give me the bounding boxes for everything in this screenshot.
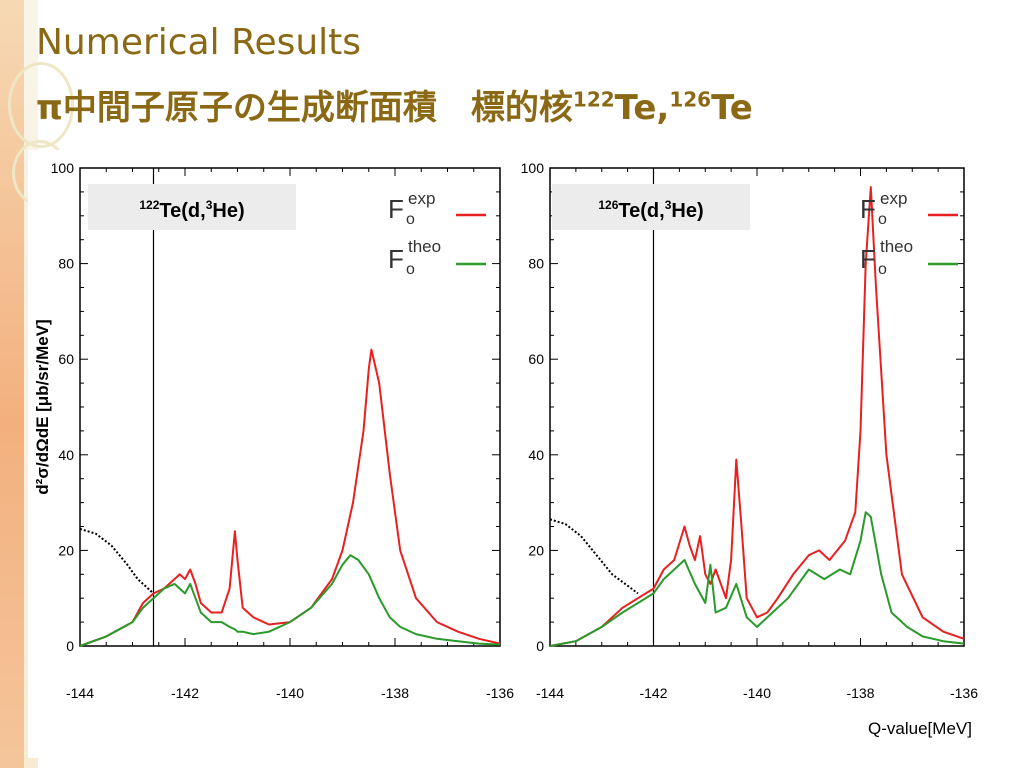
panel-label-main: Te(d, bbox=[159, 200, 205, 222]
subtitle-te-1: Te, bbox=[614, 88, 670, 128]
subtitle-text: π中間子原子の生成断面積 標的核 bbox=[36, 88, 573, 128]
panel-label-mass: 126 bbox=[598, 198, 618, 212]
x-tick-label: -138 bbox=[846, 685, 874, 701]
series-line-exp bbox=[79, 348, 501, 647]
x-tick-label: -140 bbox=[276, 685, 304, 701]
y-tick-label: 40 bbox=[58, 447, 74, 463]
legend-theo-sup: theo bbox=[880, 237, 913, 256]
panel-label-main: Te(d, bbox=[618, 200, 664, 222]
y-tick-label: 40 bbox=[528, 447, 544, 463]
y-tick-label: 60 bbox=[528, 351, 544, 367]
panel-label-he-mass: 3 bbox=[665, 198, 672, 212]
x-tick-label: -136 bbox=[486, 685, 514, 701]
x-tick-label: -136 bbox=[950, 685, 978, 701]
y-axis-label: d²σ/dΩdE [μb/sr/MeV] bbox=[33, 319, 52, 494]
panel-label-box bbox=[552, 184, 750, 230]
series-line-dotted bbox=[549, 518, 639, 595]
panel-label: 126Te(d,3He) bbox=[598, 198, 703, 222]
panel-label-he: He) bbox=[212, 200, 244, 222]
y-tick-label: 100 bbox=[521, 160, 545, 176]
y-tick-label: 20 bbox=[58, 542, 74, 558]
legend-exp-sub: o bbox=[406, 211, 415, 228]
y-tick-label: 80 bbox=[528, 256, 544, 272]
series-line-theo bbox=[549, 511, 965, 647]
chart-panel-122: -144 -142 -140 -138 -136 0 20 40 60 80 100 d²σ/dΩdE… bbox=[28, 150, 514, 758]
chart-126te: -144 -142 -140 -138 -136 0 20 40 60 80 100 Q-value[… bbox=[521, 160, 979, 738]
y-tick-label: 100 bbox=[51, 160, 75, 176]
legend-exp-sup: exp bbox=[408, 189, 435, 208]
legend-exp-f: F bbox=[860, 194, 876, 224]
y-tick-label: 80 bbox=[58, 256, 74, 272]
legend-exp-sub: o bbox=[878, 211, 887, 228]
x-axis-label: Q-value[MeV] bbox=[868, 719, 972, 738]
legend-theo-sub: o bbox=[878, 261, 887, 278]
legend-theo-sup: theo bbox=[408, 237, 441, 256]
panel-label-he-mass: 3 bbox=[206, 198, 213, 212]
subtitle-te-2: Te bbox=[711, 88, 753, 128]
legend-theo-f: F bbox=[860, 244, 876, 274]
panel-label-he: He) bbox=[671, 200, 703, 222]
x-tick-label: -142 bbox=[639, 685, 667, 701]
chart-122te: -144 -142 -140 -138 -136 0 20 40 60 80 100 d²σ/dΩdE… bbox=[33, 160, 514, 701]
panel-label: 122Te(d,3He) bbox=[139, 198, 244, 222]
y-tick-label: 0 bbox=[66, 638, 74, 654]
series-line-dotted bbox=[79, 527, 155, 595]
slide-title: Numerical Results bbox=[36, 22, 362, 63]
panel-label-box bbox=[88, 184, 296, 230]
legend-exp-sup: exp bbox=[880, 189, 907, 208]
series-line-theo bbox=[79, 554, 501, 647]
subtitle-mass-122: 122 bbox=[572, 87, 615, 112]
x-tick-label: -140 bbox=[743, 685, 771, 701]
legend-theo-f: F bbox=[388, 244, 404, 274]
chart-panel-126: -144 -142 -140 -138 -136 0 20 40 60 80 100 Q-value[… bbox=[518, 150, 986, 758]
legend-exp-f: F bbox=[388, 194, 404, 224]
x-tick-label: -142 bbox=[171, 685, 199, 701]
x-tick-label: -144 bbox=[536, 685, 564, 701]
slide-subtitle: π中間子原子の生成断面積 標的核122Te,126Te bbox=[36, 80, 753, 129]
y-tick-label: 0 bbox=[536, 638, 544, 654]
series-line-exp bbox=[549, 186, 965, 647]
x-tick-label: -138 bbox=[381, 685, 409, 701]
y-tick-label: 60 bbox=[58, 351, 74, 367]
panel-label-mass: 122 bbox=[139, 198, 159, 212]
x-tick-label: -144 bbox=[66, 685, 94, 701]
y-tick-label: 20 bbox=[528, 542, 544, 558]
legend-theo-sub: o bbox=[406, 261, 415, 278]
subtitle-mass-126: 126 bbox=[669, 87, 712, 112]
